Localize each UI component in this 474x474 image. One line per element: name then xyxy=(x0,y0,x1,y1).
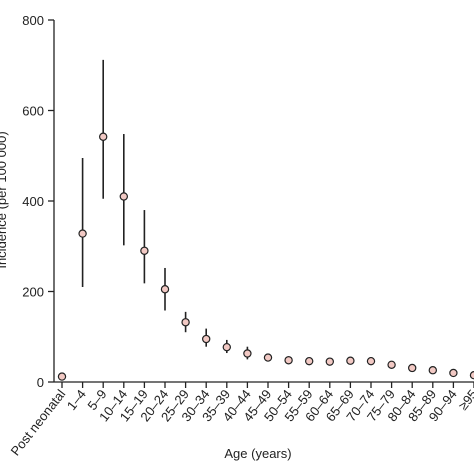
data-point xyxy=(119,192,129,201)
data-point xyxy=(408,363,417,373)
data-point xyxy=(305,356,314,366)
data-point xyxy=(243,349,252,358)
y-tick-label: 400 xyxy=(22,194,44,209)
y-tick-label: 800 xyxy=(22,13,44,28)
y-axis-title: Incidence (per 100 000) xyxy=(0,131,9,268)
x-tick-label: Post neonatal xyxy=(8,387,69,459)
data-point xyxy=(449,368,458,378)
data-point xyxy=(428,366,437,375)
data-point xyxy=(160,285,170,294)
data-point xyxy=(325,357,334,366)
data-point xyxy=(140,246,149,255)
error-bars xyxy=(61,59,474,378)
data-point xyxy=(346,356,355,365)
data-point xyxy=(78,229,87,238)
x-axis: Post neonatal1–45–910–1415–1920–2425–293… xyxy=(8,381,474,461)
data-point xyxy=(57,372,67,381)
y-tick-label: 0 xyxy=(37,375,44,390)
x-axis-title: Age (years) xyxy=(224,446,291,461)
data-point xyxy=(263,353,273,362)
data-point xyxy=(387,360,396,370)
data-point xyxy=(469,371,474,380)
x-tick-label: 1–4 xyxy=(64,387,89,413)
y-tick-label: 600 xyxy=(22,104,44,119)
y-axis: 0 200 400 600 800 Incidence (per 100 000) xyxy=(0,13,55,390)
data-point xyxy=(201,334,211,344)
y-tick-label: 200 xyxy=(22,285,44,300)
x-tick-marks xyxy=(61,382,474,388)
y-tick-labels: 0 200 400 600 800 xyxy=(22,13,44,390)
data-point xyxy=(222,342,231,352)
data-points xyxy=(57,132,474,381)
data-point xyxy=(181,318,190,327)
data-point xyxy=(284,356,293,365)
data-point xyxy=(366,356,376,366)
x-tick-label: ≥95 xyxy=(455,387,474,413)
data-point xyxy=(98,132,108,141)
y-tick-marks xyxy=(48,19,54,383)
